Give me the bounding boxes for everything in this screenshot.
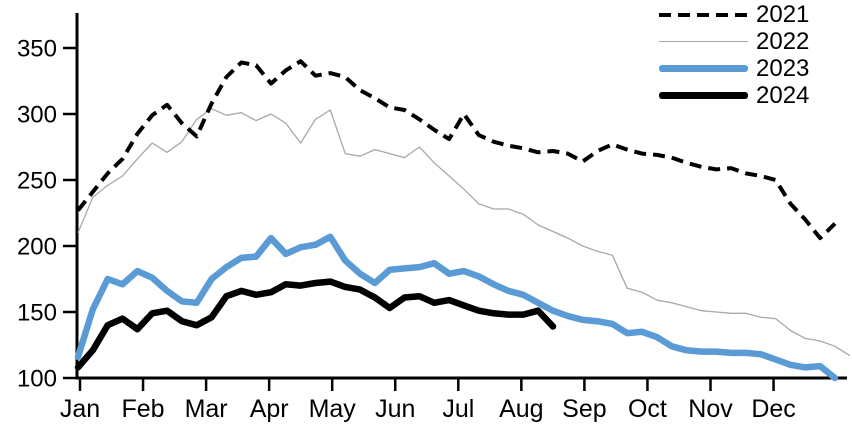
x-tick-label-aug: Aug (499, 395, 543, 423)
legend-item-2023: 2023 (659, 54, 810, 82)
y-tick-label-200: 200 (17, 234, 57, 261)
x-tick-label-mar: Mar (185, 395, 228, 423)
legend-item-2024: 2024 (659, 81, 810, 109)
series-line-2021 (76, 59, 837, 241)
series-line-2022 (77, 108, 851, 357)
x-tick-label-jun: Jun (375, 395, 415, 423)
x-tick-label-nov: Nov (688, 395, 733, 423)
y-tick-label-350: 350 (17, 36, 57, 63)
x-tick-label-dec: Dec (751, 395, 795, 423)
legend-item-2022: 2022 (659, 27, 810, 55)
y-tick-label-100: 100 (17, 366, 57, 393)
x-tick-label-sep: Sep (562, 395, 606, 423)
legend: 2021 2022 2023 2024 (659, 0, 810, 109)
legend-line-blue (659, 65, 748, 72)
y-tick-label-250: 250 (17, 168, 57, 195)
legend-label: 2022 (756, 27, 810, 55)
series-line-2023 (74, 233, 839, 382)
legend-line-dashed (659, 12, 748, 17)
y-tick-label-150: 150 (17, 300, 57, 327)
legend-line-thin (659, 40, 748, 43)
x-tick-label-apr: Apr (250, 395, 289, 423)
x-tick-label-may: May (309, 395, 357, 423)
x-tick-label-oct: Oct (628, 395, 667, 423)
x-tick-label-feb: Feb (122, 395, 165, 423)
legend-item-2021: 2021 (659, 0, 810, 28)
legend-line-black (659, 92, 748, 99)
legend-label: 2021 (756, 0, 810, 28)
legend-label: 2024 (756, 81, 810, 109)
series-line-2024 (74, 278, 557, 371)
x-tick-label-jan: Jan (60, 395, 100, 423)
x-tick-label-jul: Jul (442, 395, 474, 423)
y-tick-label-300: 300 (17, 102, 57, 129)
legend-label: 2023 (756, 54, 810, 82)
